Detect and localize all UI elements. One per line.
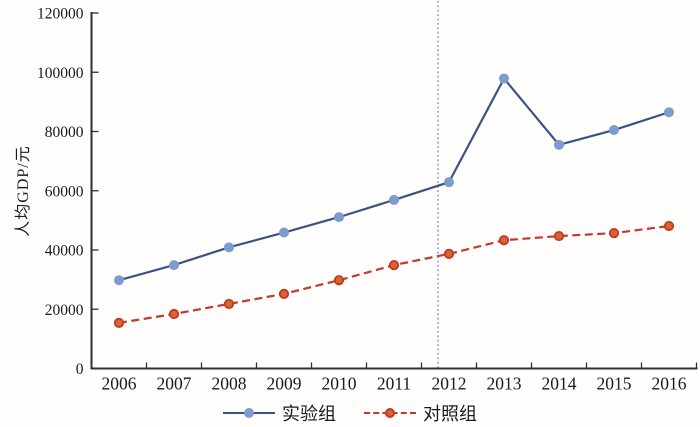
data-point-experimental — [169, 260, 179, 271]
data-point-control — [498, 235, 510, 246]
data-point-control — [608, 228, 620, 239]
x-tick-label: 2011 — [377, 374, 411, 394]
data-point-control — [278, 288, 290, 299]
x-tick-label: 2010 — [322, 374, 357, 394]
legend-blue-marker-icon — [244, 407, 254, 418]
legend-red-marker-icon — [385, 407, 395, 418]
y-tick-label: 100000 — [37, 65, 84, 82]
data-point-experimental — [334, 212, 344, 223]
y-tick-label: 20000 — [45, 302, 84, 319]
legend-solid-line-icon — [223, 407, 275, 418]
y-tick-label: 0 — [76, 361, 84, 378]
x-tick-label: 2014 — [542, 374, 577, 394]
legend-item-experimental: 实验组 — [223, 400, 336, 426]
data-point-control — [168, 308, 180, 320]
data-point-experimental — [664, 107, 674, 118]
legend-item-control: 对照组 — [364, 400, 477, 426]
data-point-experimental — [279, 227, 289, 238]
x-tick-label: 2016 — [652, 374, 687, 394]
legend-label-experimental: 实验组 — [282, 403, 336, 424]
legend-dashed-line-icon — [364, 407, 416, 418]
x-tick-label: 2008 — [212, 374, 247, 394]
series-line-experimental — [118, 77, 670, 282]
y-tick-label: 120000 — [37, 6, 84, 23]
x-tick-label: 2013 — [487, 374, 522, 394]
data-point-control — [663, 220, 675, 232]
legend-label-control: 对照组 — [423, 403, 477, 424]
data-point-control — [553, 230, 565, 242]
x-tick-label: 2006 — [102, 374, 137, 394]
data-point-control — [113, 317, 125, 328]
data-point-experimental — [224, 242, 234, 253]
data-point-experimental — [444, 177, 454, 188]
data-point-experimental — [554, 139, 564, 150]
y-tick-label: 80000 — [45, 124, 84, 141]
series-line-control — [118, 224, 670, 324]
y-tick-label: 40000 — [45, 243, 84, 260]
data-point-control — [333, 275, 345, 286]
data-point-control — [443, 248, 455, 259]
y-tick-label: 60000 — [45, 183, 84, 200]
data-point-control — [223, 298, 235, 310]
chart-legend: 实验组 对照组 — [0, 398, 700, 427]
data-point-experimental — [499, 73, 509, 84]
data-point-experimental — [114, 275, 124, 286]
data-point-control — [388, 260, 400, 271]
data-point-experimental — [609, 125, 619, 136]
x-tick-label: 2012 — [432, 374, 467, 394]
x-tick-label: 2009 — [267, 374, 302, 394]
x-tick-label: 2007 — [157, 374, 192, 394]
x-tick-label: 2015 — [597, 374, 632, 394]
data-point-experimental — [389, 194, 399, 205]
